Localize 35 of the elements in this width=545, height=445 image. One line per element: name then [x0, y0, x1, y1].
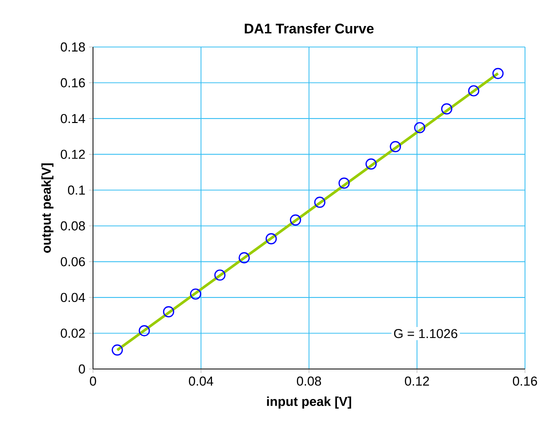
point — [214, 269, 226, 281]
x-tick-label: 0 — [90, 376, 96, 386]
x-tick-label: 0.04 — [188, 376, 214, 386]
y-tick-label: 0.04 — [60, 292, 86, 302]
y-axis-title: output peak[V] — [41, 163, 54, 253]
point — [468, 85, 480, 96]
point — [190, 288, 202, 300]
x-tick-label: 0.08 — [296, 376, 322, 386]
y-tick-label: 0.16 — [60, 78, 85, 88]
y-tick-label: 0.18 — [60, 42, 85, 52]
point — [414, 122, 426, 134]
x-axis-title: input peak [V] — [267, 396, 352, 409]
point — [492, 68, 504, 80]
y-tick-label: 0.12 — [60, 150, 85, 159]
point — [163, 306, 174, 318]
x-tick-label: 0.12 — [404, 376, 429, 386]
point — [314, 196, 326, 208]
y-tick-label: 0.06 — [60, 257, 85, 266]
point — [290, 214, 302, 226]
y-tick-label: 0.1 — [68, 186, 85, 195]
point — [338, 178, 350, 189]
point — [112, 344, 123, 356]
point — [366, 158, 377, 170]
point — [238, 252, 250, 264]
point — [138, 325, 150, 336]
annotation: G = 1.1026 — [394, 328, 458, 338]
x-tick-label: 0.16 — [512, 376, 538, 386]
y-tick-label: 0.08 — [60, 221, 85, 230]
y-tick-label: 0.02 — [60, 328, 85, 338]
point — [266, 233, 277, 244]
y-tick-label: 0 — [78, 364, 85, 374]
y-tick-label: 0.14 — [60, 114, 86, 124]
point — [390, 141, 401, 152]
point — [441, 103, 452, 114]
chart-title: DA1 Transfer Curve — [244, 23, 374, 34]
